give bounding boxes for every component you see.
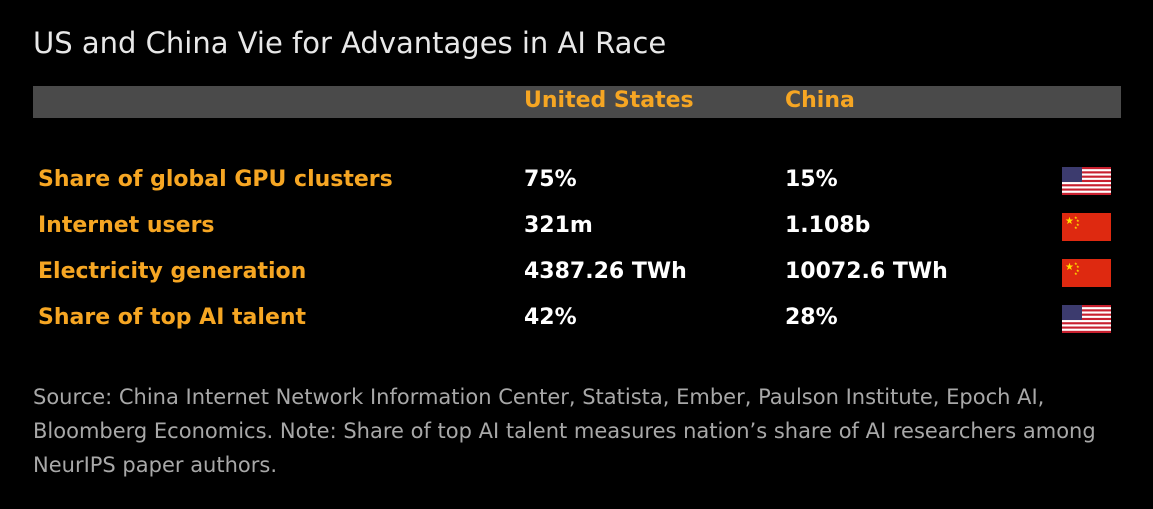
svg-text:★: ★: [1065, 262, 1074, 273]
svg-text:★: ★: [1065, 216, 1074, 227]
svg-text:★: ★: [1076, 264, 1080, 269]
svg-text:★: ★: [1076, 222, 1080, 227]
svg-text:★: ★: [1074, 271, 1078, 276]
column-header-united-states: United States: [524, 88, 694, 113]
row-label: Electricity generation: [38, 259, 307, 284]
us-flag-icon: [1062, 167, 1111, 195]
china-value: 28%: [785, 305, 838, 330]
column-header-china: China: [785, 88, 855, 113]
china-value: 1.108b: [785, 213, 871, 238]
table-row: Share of top AI talent 42% 28%: [0, 305, 1153, 351]
chart-title: US and China Vie for Advantages in AI Ra…: [33, 26, 667, 60]
china-value: 15%: [785, 167, 838, 192]
row-label: Share of global GPU clusters: [38, 167, 393, 192]
table-row: Electricity generation 4387.26 TWh 10072…: [0, 259, 1153, 305]
row-label: Share of top AI talent: [38, 305, 307, 330]
table-header-bar: [33, 86, 1121, 118]
us-value: 4387.26 TWh: [524, 259, 687, 284]
us-flag-icon: [1062, 305, 1111, 333]
us-value: 75%: [524, 167, 577, 192]
svg-text:★: ★: [1076, 268, 1080, 273]
china-flag-icon: ★ ★ ★ ★ ★: [1062, 259, 1111, 287]
source-note: Source: China Internet Network Informati…: [33, 385, 1096, 477]
svg-text:★: ★: [1074, 225, 1078, 230]
svg-text:★: ★: [1074, 261, 1078, 266]
us-value: 321m: [524, 213, 593, 238]
table-row: Share of global GPU clusters 75% 15%: [0, 167, 1153, 213]
table-row: Internet users 321m 1.108b ★ ★ ★ ★ ★: [0, 213, 1153, 259]
china-value: 10072.6 TWh: [785, 259, 948, 284]
china-flag-icon: ★ ★ ★ ★ ★: [1062, 213, 1111, 241]
svg-text:★: ★: [1074, 215, 1078, 220]
us-value: 42%: [524, 305, 577, 330]
row-label: Internet users: [38, 213, 215, 238]
svg-text:★: ★: [1076, 218, 1080, 223]
